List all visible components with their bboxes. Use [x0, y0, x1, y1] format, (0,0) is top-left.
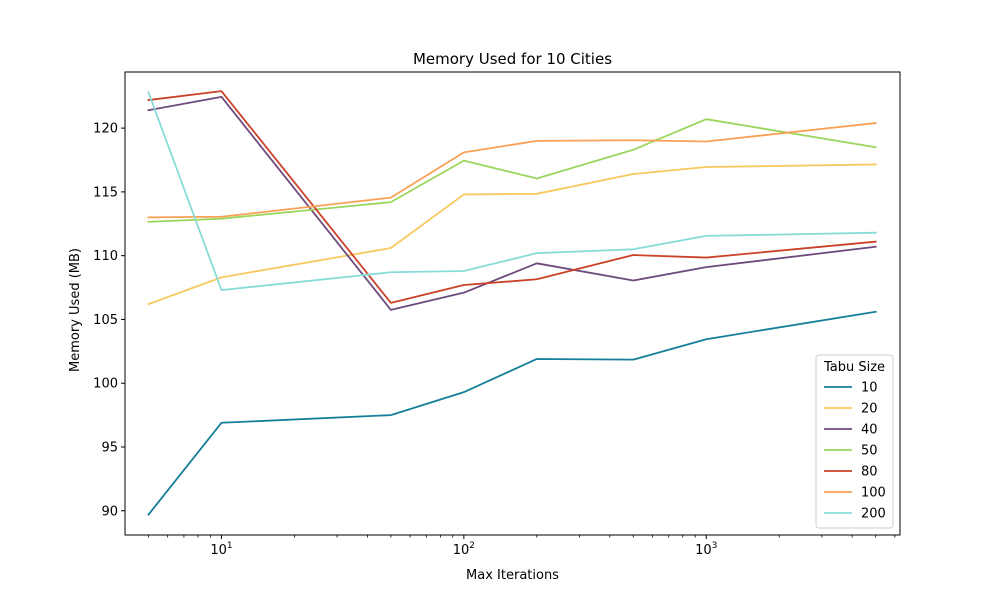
x-tick-label: 101 [210, 541, 232, 558]
chart-title: Memory Used for 10 Cities [413, 50, 612, 68]
legend-label-50: 50 [861, 444, 878, 459]
y-tick-label: 115 [93, 185, 118, 200]
legend: Tabu Size 10 20 40 50 80 100 200 [815, 354, 894, 529]
y-tick-label: 100 [93, 377, 118, 392]
legend-label-100: 100 [861, 486, 886, 501]
x-tick-label: 102 [453, 541, 475, 558]
plot-area: 90 95 100 105 110 115 120 101 102 103 Tabu Size 10 2… [93, 71, 901, 558]
x-axis-title: Max Iterations [466, 568, 559, 583]
series-line-40 [147, 95, 877, 311]
series-line-80 [147, 90, 877, 304]
y-tick-label: 105 [93, 313, 118, 328]
legend-label-20: 20 [861, 402, 878, 417]
legend-title: Tabu Size [823, 360, 885, 375]
series-line-20 [147, 163, 877, 306]
y-tick-label: 95 [101, 440, 118, 455]
x-tick-label: 103 [695, 541, 717, 558]
series-line-200 [147, 91, 877, 292]
y-tick-label: 110 [93, 249, 118, 264]
legend-label-40: 40 [861, 423, 878, 438]
y-tick-label: 120 [93, 122, 118, 137]
y-axis-title: Memory Used (MB) [68, 248, 83, 372]
series-line-50 [147, 118, 877, 223]
series-line-100 [147, 122, 877, 219]
legend-box [815, 354, 894, 529]
legend-label-80: 80 [861, 465, 878, 480]
legend-label-10: 10 [861, 381, 878, 396]
legend-label-200: 200 [861, 507, 886, 522]
y-tick-label: 90 [101, 504, 118, 519]
series-line-10 [147, 310, 877, 516]
axes-frame [124, 71, 901, 536]
